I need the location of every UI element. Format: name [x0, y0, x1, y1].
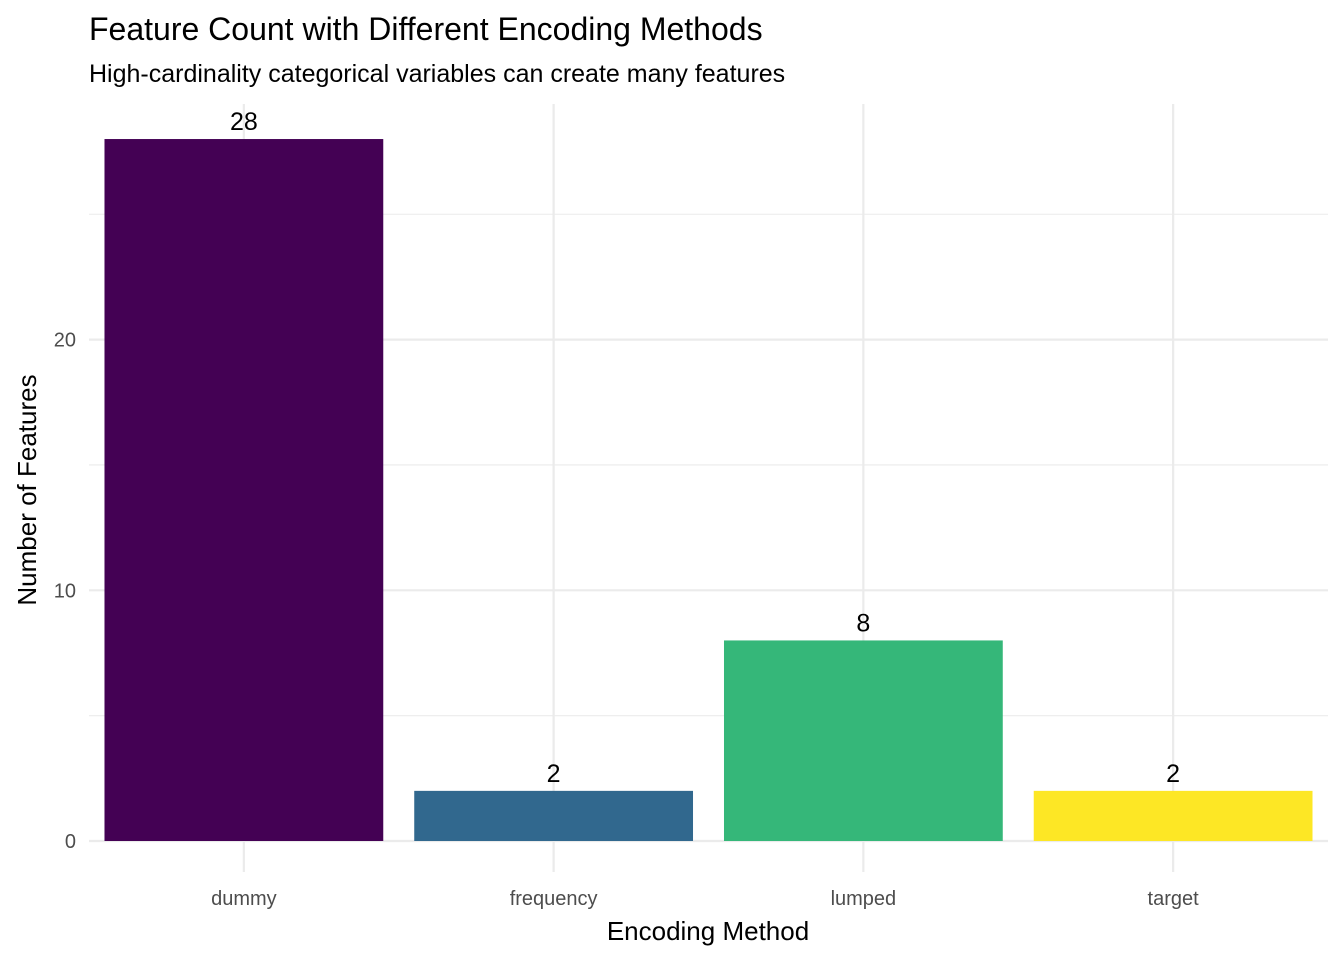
x-axis-ticks: dummy frequency lumped target	[211, 888, 1199, 910]
bar-lumped	[723, 640, 1003, 841]
data-label-frequency: 2	[547, 760, 561, 788]
y-tick-label: 10	[54, 580, 76, 602]
x-tick-label-dummy: dummy	[211, 888, 277, 910]
data-label-lumped: 8	[856, 609, 870, 637]
y-tick-label: 0	[65, 831, 76, 853]
x-tick-label-lumped: lumped	[831, 888, 897, 910]
data-label-dummy: 28	[230, 108, 258, 136]
data-label-target: 2	[1166, 760, 1180, 788]
bar-frequency	[414, 790, 694, 841]
y-tick-label: 20	[54, 330, 76, 352]
x-tick-label-target: target	[1148, 888, 1200, 910]
bars	[104, 139, 1313, 842]
bar-target	[1033, 790, 1313, 841]
x-tick-label-frequency: frequency	[510, 888, 598, 910]
x-axis-title: Encoding Method	[607, 916, 809, 946]
bar-dummy	[104, 139, 384, 842]
y-axis-ticks: 0 10 20	[54, 330, 76, 853]
chart-title: Feature Count with Different Encoding Me…	[89, 11, 763, 47]
chart-subtitle: High-cardinality categorical variables c…	[89, 60, 785, 88]
y-axis-title: Number of Features	[12, 374, 42, 605]
